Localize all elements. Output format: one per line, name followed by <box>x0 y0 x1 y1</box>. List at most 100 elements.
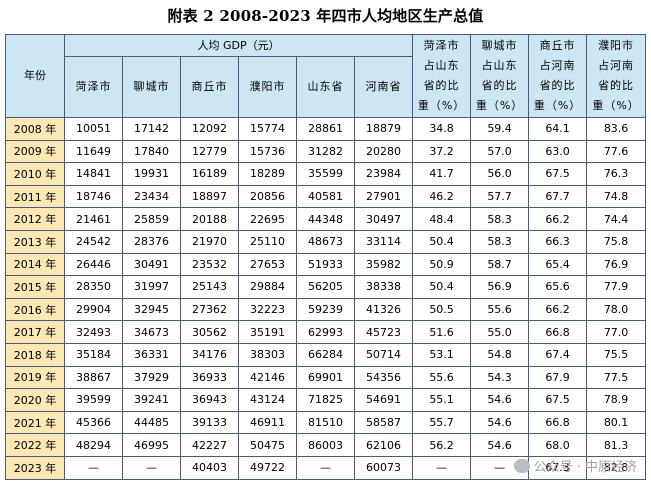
value-cell: 23434 <box>122 184 181 209</box>
value-cell: 81.3 <box>586 433 647 457</box>
value-cell: 59239 <box>296 297 355 322</box>
value-cell: 50.9 <box>412 252 472 277</box>
value-cell: 55.1 <box>412 388 472 412</box>
table-row: 2013 年 24542 28376 21970 25110 48673 33114 50.4… <box>5 229 647 254</box>
table-row: 2020 年 39599 39241 36943 43124 71825 54691 55.1… <box>5 388 647 412</box>
value-cell: 18879 <box>353 117 414 141</box>
value-cell: 69901 <box>296 365 355 390</box>
value-cell: 67.9 <box>528 365 588 390</box>
year-cell: 2015 年 <box>5 275 65 299</box>
value-cell: 65.4 <box>528 252 588 277</box>
value-cell: 35191 <box>238 320 297 344</box>
value-cell: 18897 <box>180 184 239 209</box>
value-cell: 58.3 <box>470 207 530 231</box>
value-cell: 41326 <box>353 297 414 322</box>
value-cell: 29904 <box>64 297 123 322</box>
table-row: 2019 年 38867 37929 36933 42146 69901 54356 55.6… <box>5 365 647 390</box>
value-cell: 46995 <box>122 433 181 457</box>
value-cell: 75.8 <box>586 229 647 254</box>
value-cell: 55.0 <box>470 320 530 344</box>
city-header-heze: 菏泽市 <box>64 56 123 118</box>
value-cell: 42227 <box>180 433 239 457</box>
value-cell: 26446 <box>64 252 123 277</box>
value-cell: 36331 <box>122 342 181 367</box>
table-row: 2011 年 18746 23434 18897 20856 40581 27901 46.2… <box>5 184 647 209</box>
value-cell: — <box>412 455 472 480</box>
value-cell: 54.8 <box>470 342 530 367</box>
value-cell: 23532 <box>180 252 239 277</box>
value-cell: 39133 <box>180 410 239 435</box>
value-cell: 57.0 <box>470 139 530 164</box>
value-cell: 25110 <box>238 229 297 254</box>
value-cell: 60073 <box>353 455 414 480</box>
value-cell: 33114 <box>353 229 414 254</box>
value-cell: 39241 <box>122 388 181 412</box>
value-cell: 50475 <box>238 433 297 457</box>
value-cell: 21970 <box>180 229 239 254</box>
value-cell: 46.2 <box>412 184 472 209</box>
value-cell: 54.6 <box>470 388 530 412</box>
value-cell: 48673 <box>296 229 355 254</box>
value-cell: 45723 <box>353 320 414 344</box>
value-cell: 36933 <box>180 365 239 390</box>
table-row: 2009 年 11649 17840 12779 15736 31282 20280 37.2… <box>5 139 647 164</box>
value-cell: 31997 <box>122 275 181 299</box>
value-cell: 57.7 <box>470 184 530 209</box>
value-cell: 56.2 <box>412 433 472 457</box>
value-cell: 35184 <box>64 342 123 367</box>
value-cell: — <box>296 455 355 480</box>
value-cell: 17840 <box>122 139 181 164</box>
ratio-header-shangqiu: 商丘市 占河南 省的比 重（%） <box>528 34 588 118</box>
year-cell: 2008 年 <box>5 117 65 141</box>
value-cell: 68.0 <box>528 433 588 457</box>
value-cell: — <box>470 455 530 480</box>
value-cell: 20280 <box>353 139 414 164</box>
value-cell: 14841 <box>64 162 123 186</box>
value-cell: 83.6 <box>586 117 647 141</box>
value-cell: 44348 <box>296 207 355 231</box>
value-cell: 50.4 <box>412 229 472 254</box>
value-cell: 77.5 <box>586 365 647 390</box>
table-row: 2017 年 32493 34673 30562 35191 62993 45723 51.6… <box>5 320 647 344</box>
value-cell: 36943 <box>180 388 239 412</box>
value-cell: 21461 <box>64 207 123 231</box>
year-cell: 2019 年 <box>5 365 65 390</box>
value-cell: 66.8 <box>528 320 588 344</box>
city-header-shangqiu: 商丘市 <box>180 56 239 118</box>
value-cell: 66.2 <box>528 297 588 322</box>
value-cell: 62106 <box>353 433 414 457</box>
value-cell: 67.5 <box>528 162 588 186</box>
province-header-shandong: 山东省 <box>296 56 355 118</box>
value-cell: 34.8 <box>412 117 472 141</box>
year-cell: 2021 年 <box>5 410 65 435</box>
value-cell: 35982 <box>353 252 414 277</box>
value-cell: 34673 <box>122 320 181 344</box>
value-cell: 76.3 <box>586 162 647 186</box>
value-cell: 28861 <box>296 117 355 141</box>
value-cell: 55.6 <box>470 297 530 322</box>
value-cell: 32493 <box>64 320 123 344</box>
value-cell: 35599 <box>296 162 355 186</box>
value-cell: 64.1 <box>528 117 588 141</box>
value-cell: 34176 <box>180 342 239 367</box>
value-cell: 54.6 <box>470 410 530 435</box>
table-row: 2021 年 45366 44485 39133 46911 81510 58587 55.7… <box>5 410 647 435</box>
table-row: 2022 年 48294 46995 42227 50475 86003 62106 56.2… <box>5 433 647 457</box>
value-cell: 56.9 <box>470 275 530 299</box>
value-cell: 55.6 <box>412 365 472 390</box>
value-cell: 39599 <box>64 388 123 412</box>
value-cell: 15774 <box>238 117 297 141</box>
ratio-header-liaocheng: 聊城市 占山东 省的比 重（%） <box>470 34 530 118</box>
value-cell: 66.2 <box>528 207 588 231</box>
table-body: 2008 年 10051 17142 12092 15774 28861 18879 34.8… <box>5 117 647 480</box>
value-cell: 40581 <box>296 184 355 209</box>
table-row: 2014 年 26446 30491 23532 27653 51933 35982 50.9… <box>5 252 647 277</box>
year-cell: 2023 年 <box>5 455 65 480</box>
value-cell: 12779 <box>180 139 239 164</box>
value-cell: 18746 <box>64 184 123 209</box>
value-cell: 28350 <box>64 275 123 299</box>
table-row: 2012 年 21461 25859 20188 22695 44348 30497 48.4… <box>5 207 647 231</box>
value-cell: 74.8 <box>586 184 647 209</box>
value-cell: 56.0 <box>470 162 530 186</box>
ratio-header-puyang: 濮阳市 占河南 省的比 重（%） <box>586 34 647 118</box>
